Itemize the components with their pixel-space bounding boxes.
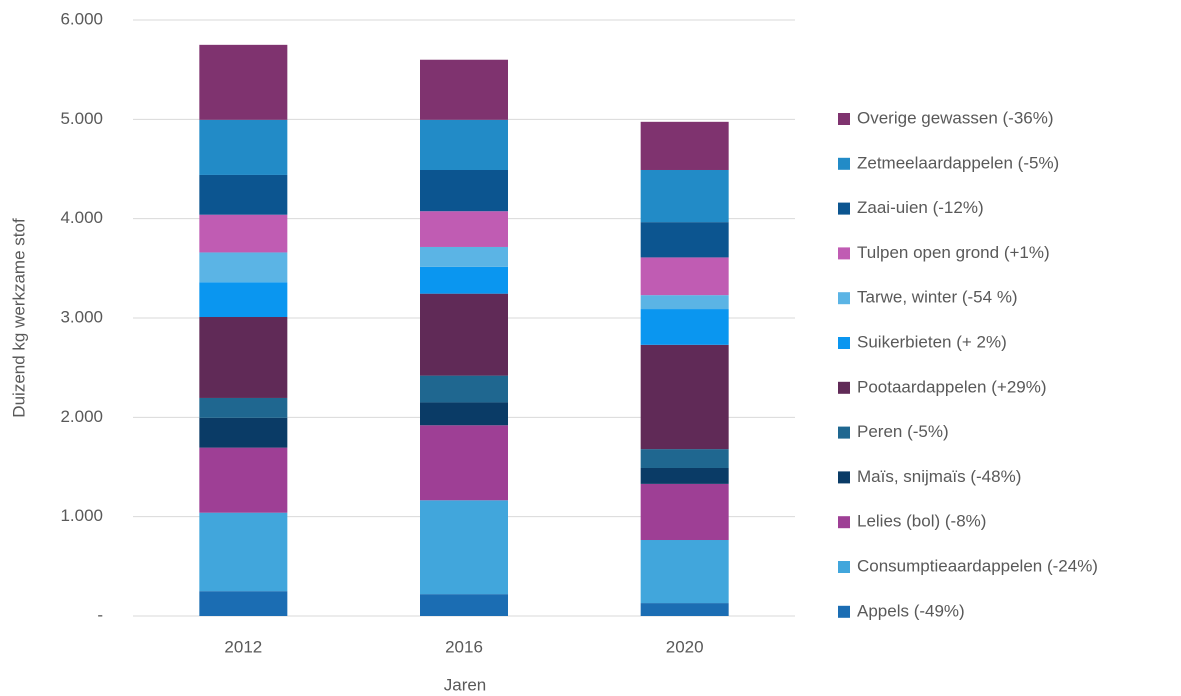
bar-segment — [640, 603, 729, 616]
bar-segment — [640, 483, 729, 541]
legend-swatch — [838, 292, 850, 305]
y-tick-label: 5.000 — [60, 109, 103, 128]
legend-swatch — [838, 605, 850, 618]
legend-swatch — [838, 247, 850, 260]
legend-swatch — [838, 471, 850, 484]
bar-segment — [199, 317, 288, 398]
bar-segment — [199, 44, 288, 120]
legend-swatch — [838, 516, 850, 529]
y-tick-label: 3.000 — [60, 307, 103, 326]
x-axis-label: Jaren — [444, 675, 487, 694]
bar-segment — [199, 282, 288, 318]
x-tick-label: 2016 — [445, 637, 483, 656]
y-axis-label: Duizend kg werkzame stof — [9, 218, 28, 418]
bar-segment — [420, 119, 508, 170]
legend-label: Maïs, snijmaïs (-48%) — [857, 467, 1021, 486]
bar-segment — [640, 540, 729, 604]
legend-label: Consumptieaardappelen (-24%) — [857, 556, 1098, 575]
legend-swatch — [838, 113, 850, 125]
legend-label: Tarwe, winter (-54 %) — [857, 288, 1018, 307]
bar-segment — [420, 375, 508, 403]
bar-segment — [420, 211, 508, 247]
legend-swatch — [838, 426, 850, 439]
y-tick-label: 2.000 — [60, 407, 103, 426]
bar-segment — [640, 257, 729, 296]
bar-segment — [420, 246, 508, 267]
legend-swatch — [838, 157, 850, 170]
legend-label: Suikerbieten (+ 2%) — [857, 332, 1007, 351]
bar-segment — [420, 402, 508, 426]
bar-segment — [420, 500, 508, 595]
legend-swatch — [838, 381, 850, 394]
legend-label: Peren (-5%) — [857, 422, 949, 441]
legend-label: Lelies (bol) (-8%) — [857, 512, 986, 531]
bar-segment — [640, 169, 729, 223]
y-tick-label: 6.000 — [60, 9, 103, 28]
bar-segment — [199, 512, 288, 592]
bar-segment — [420, 425, 508, 501]
bar-segment — [640, 222, 729, 258]
y-tick-label: 4.000 — [60, 208, 103, 227]
bar-segment — [199, 397, 288, 418]
bar-segment — [420, 293, 508, 376]
bar-segment — [420, 594, 508, 616]
bar-segment — [640, 309, 729, 345]
bar-segment — [420, 59, 508, 120]
legend-label: Appels (-49%) — [857, 601, 965, 620]
x-tick-label: 2012 — [224, 637, 262, 656]
x-tick-label: 2020 — [666, 637, 704, 656]
bar-segment — [640, 295, 729, 310]
legend-swatch — [838, 337, 850, 349]
legend-label: Overige gewassen (-36%) — [857, 108, 1054, 127]
bar-segment — [420, 266, 508, 294]
legend-label: Tulpen open grond (+1%) — [857, 243, 1050, 262]
bar-segment — [640, 467, 729, 484]
bar-segment — [199, 447, 288, 513]
bar-segment — [420, 169, 508, 212]
bar-segment — [199, 252, 288, 283]
legend-label: Zaai-uien (-12%) — [857, 198, 984, 217]
legend-swatch — [838, 202, 850, 215]
bar-segment — [199, 214, 288, 253]
bar-segment — [199, 174, 288, 215]
legend-label: Pootaardappelen (+29%) — [857, 377, 1047, 396]
bar-segment — [640, 344, 729, 450]
y-tick-label: 1.000 — [60, 506, 103, 525]
bar-segment — [640, 121, 729, 170]
bar-segment — [199, 119, 288, 175]
legend-label: Zetmeelaardappelen (-5%) — [857, 153, 1059, 172]
bar-segment — [640, 449, 729, 468]
y-tick-label: - — [97, 605, 103, 624]
bar-segment — [199, 417, 288, 448]
bar-segment — [199, 591, 288, 616]
legend-swatch — [838, 561, 850, 573]
